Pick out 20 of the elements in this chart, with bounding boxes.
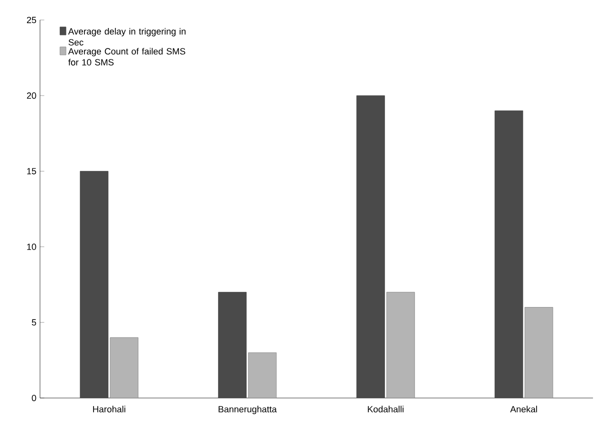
bar: [524, 307, 554, 398]
bar: [80, 170, 108, 398]
bar: [110, 337, 138, 398]
y-tick-label: 15: [27, 168, 36, 174]
bar: [356, 95, 385, 398]
bar: [386, 292, 415, 398]
y-tick-label: 10: [27, 244, 36, 250]
y-tick-label: 5: [32, 319, 36, 326]
x-tick-label: Kodahalli: [368, 406, 404, 412]
bar: [248, 352, 277, 398]
y-tick-label: 25: [26, 16, 36, 24]
x-tick-label: Harohali: [93, 406, 126, 412]
y-tick-label: 20: [26, 92, 36, 99]
y-tick-label: 0: [32, 394, 36, 402]
legend-label: Average Count of failed SMS for 10 SMS: [68, 48, 186, 66]
x-tick-label: Anekal: [510, 406, 537, 412]
bar: [218, 292, 247, 398]
legend-label: Average delay in triggering in Sec: [68, 28, 186, 46]
bar: [494, 110, 524, 398]
x-tick-label: Bannerughatta: [218, 406, 277, 414]
